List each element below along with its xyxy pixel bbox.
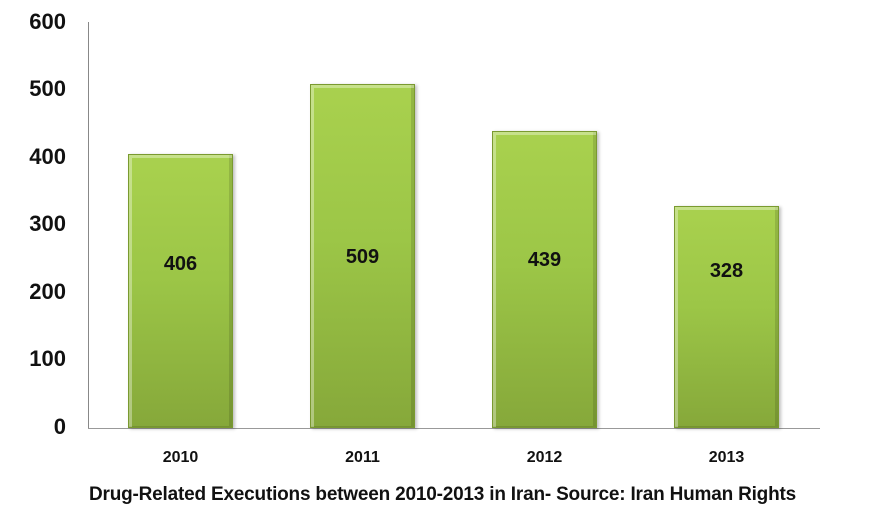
bar-2012: 439 (492, 131, 597, 428)
x-tick-2010: 2010 (162, 449, 199, 466)
chart-caption: Drug-Related Executions between 2010-201… (89, 484, 796, 505)
x-tick-2011: 2011 (345, 449, 380, 466)
y-tick-100: 100 (29, 346, 66, 371)
y-tick-400: 400 (29, 144, 66, 169)
y-tick-200: 200 (29, 279, 66, 304)
data-label-2010: 406 (163, 253, 198, 275)
x-axis-line (88, 428, 820, 429)
y-tick-500: 500 (29, 76, 66, 101)
data-label-2012: 439 (527, 249, 562, 271)
x-tick-2012: 2012 (526, 449, 563, 466)
bar-2013: 328 (674, 206, 779, 428)
bar-2011: 509 (310, 84, 415, 428)
data-label-2013: 328 (709, 260, 744, 282)
bar-2010: 406 (128, 154, 233, 428)
y-tick-600: 600 (29, 9, 66, 34)
y-tick-300: 300 (29, 211, 66, 236)
y-axis-line (88, 22, 89, 428)
y-tick-0: 0 (53, 414, 66, 439)
data-label-2011: 509 (345, 246, 380, 268)
x-tick-2013: 2013 (708, 449, 745, 466)
